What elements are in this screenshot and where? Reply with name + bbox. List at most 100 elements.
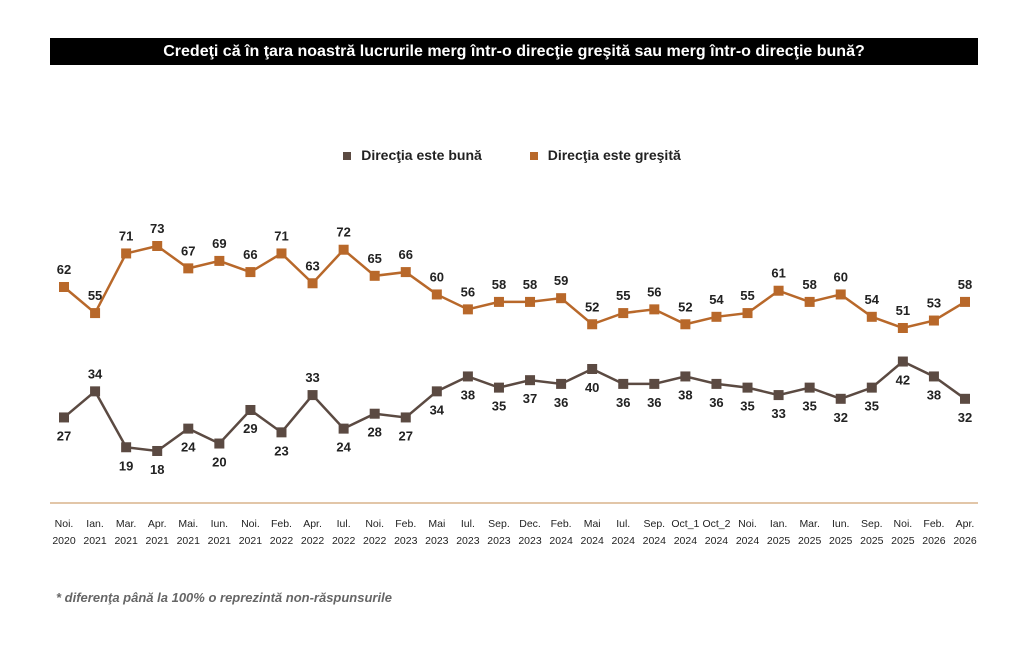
- x-tick-label: 2025: [891, 535, 915, 547]
- data-point: [587, 363, 598, 374]
- data-point: [400, 412, 411, 423]
- data-point: [587, 319, 598, 330]
- x-tick-label: 2025: [860, 535, 884, 547]
- x-tick-label: Apr.: [956, 518, 975, 530]
- x-tick-label: Feb.: [395, 518, 416, 530]
- data-label: 36: [616, 395, 630, 410]
- data-label: 27: [399, 428, 413, 443]
- data-label: 62: [57, 262, 71, 277]
- x-tick-label: Noi.: [738, 518, 757, 530]
- data-label: 54: [709, 292, 724, 307]
- x-tick-label: 2021: [146, 535, 170, 547]
- data-label: 36: [554, 395, 568, 410]
- x-tick-label: 2022: [332, 535, 356, 547]
- x-tick-label: Mai.: [178, 518, 198, 530]
- data-point: [525, 296, 536, 307]
- data-point: [928, 371, 939, 382]
- data-label: 63: [305, 258, 319, 273]
- x-tick-label: 2021: [177, 535, 201, 547]
- data-point: [276, 248, 287, 259]
- data-label: 36: [709, 395, 723, 410]
- data-label: 66: [243, 247, 257, 262]
- x-tick-label: 2021: [114, 535, 138, 547]
- data-point: [431, 386, 442, 397]
- x-tick-label: 2024: [612, 535, 636, 547]
- data-point: [804, 382, 815, 393]
- data-point: [152, 241, 163, 251]
- x-tick-label: 2023: [487, 535, 511, 547]
- x-tick-label: 2020: [52, 535, 76, 547]
- data-point: [338, 423, 349, 434]
- series-line: [63, 360, 966, 453]
- data-label: 65: [367, 251, 381, 266]
- data-label: 38: [927, 387, 941, 402]
- data-label: 60: [430, 269, 444, 284]
- data-point: [680, 371, 691, 382]
- data-point: [276, 427, 287, 438]
- x-tick-label: Iul.: [461, 518, 475, 530]
- legend-swatch-bad: [529, 152, 538, 161]
- x-tick-label: 2022: [270, 535, 294, 547]
- data-point: [214, 255, 225, 266]
- data-label: 38: [461, 387, 475, 402]
- data-label: 67: [181, 243, 195, 258]
- data-point: [618, 308, 629, 319]
- data-label: 56: [461, 284, 475, 299]
- legend-item-good: Direcţia este bună: [343, 147, 482, 163]
- data-point: [245, 404, 256, 415]
- data-label: 69: [212, 236, 226, 251]
- legend-swatch-good: [343, 152, 352, 161]
- x-tick-label: 2026: [953, 535, 977, 547]
- data-label: 52: [585, 299, 599, 314]
- data-label: 42: [896, 373, 910, 388]
- data-point: [960, 393, 970, 404]
- data-label: 24: [336, 440, 351, 455]
- data-label: 40: [585, 380, 599, 395]
- data-label: 23: [274, 443, 288, 458]
- data-label: 55: [740, 288, 754, 303]
- data-label: 60: [833, 269, 847, 284]
- data-point: [493, 382, 504, 393]
- data-point: [59, 412, 69, 423]
- x-tick-label: 2025: [767, 535, 791, 547]
- data-label: 19: [119, 458, 133, 473]
- data-point: [90, 308, 101, 319]
- data-point: [556, 378, 567, 389]
- data-label: 18: [150, 462, 164, 477]
- x-tick-label: 2024: [549, 535, 573, 547]
- data-label: 36: [647, 395, 661, 410]
- data-point: [400, 267, 411, 278]
- data-point: [866, 382, 877, 393]
- legend: Direcţia este bună Direcţia este greşită: [0, 147, 1024, 163]
- x-tick-label: Iun.: [832, 518, 850, 530]
- data-label: 58: [802, 277, 816, 292]
- x-tick-label: Ian.: [770, 518, 788, 530]
- x-tick-label: Ian.: [86, 518, 104, 530]
- series-line: [63, 244, 966, 330]
- data-point: [59, 281, 69, 292]
- data-label: 58: [523, 277, 537, 292]
- x-tick-label: 2021: [208, 535, 232, 547]
- data-label: 56: [647, 284, 661, 299]
- data-point: [835, 393, 846, 404]
- data-point: [90, 386, 101, 397]
- data-label: 32: [958, 410, 972, 425]
- x-tick-label: Oct_2: [702, 518, 730, 530]
- x-tick-label: Feb.: [551, 518, 572, 530]
- x-tick-label: Iun.: [211, 518, 229, 530]
- data-label: 66: [399, 247, 413, 262]
- data-label: 35: [865, 399, 879, 414]
- chart-title: Credeţi că în ţara noastră lucrurile mer…: [50, 38, 978, 65]
- data-label: 35: [802, 399, 816, 414]
- data-label: 37: [523, 391, 537, 406]
- data-point: [711, 378, 722, 389]
- data-label: 53: [927, 296, 941, 311]
- x-tick-label: Sep.: [644, 518, 666, 530]
- x-tick-label: Dec.: [519, 518, 541, 530]
- x-tick-label: 2023: [394, 535, 418, 547]
- data-point: [742, 382, 753, 393]
- data-point: [307, 390, 318, 401]
- data-point: [183, 423, 194, 434]
- data-point: [462, 371, 473, 382]
